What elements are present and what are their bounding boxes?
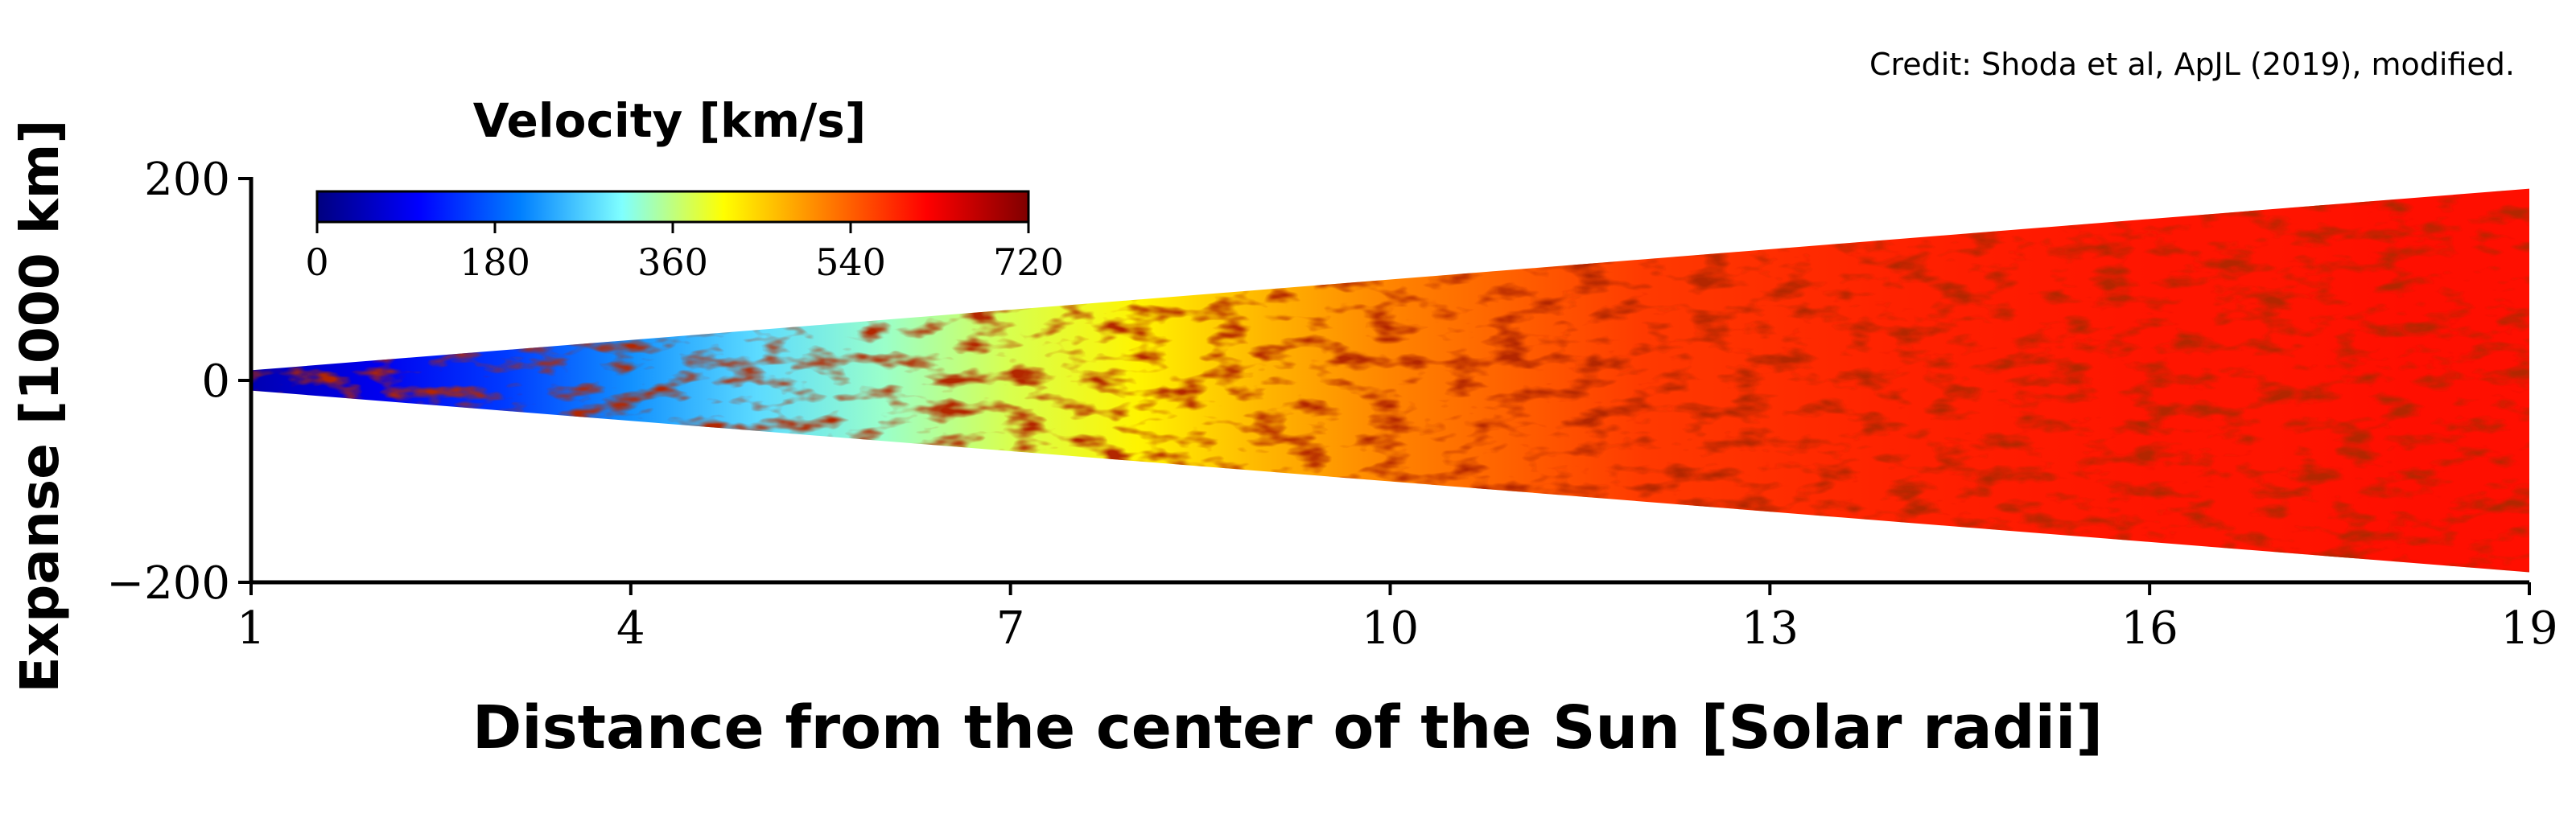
credit-text: Credit: Shoda et al, ApJL (2019), modifi… — [1869, 47, 2515, 82]
x-tick-label: 16 — [2121, 602, 2178, 655]
colorbar-tick-label: 180 — [460, 240, 530, 284]
colorbar-gradient — [315, 190, 1030, 224]
colorbar-tick-label: 360 — [637, 240, 708, 284]
y-tick-label: −200 — [106, 557, 230, 610]
colorbar-label: Velocity [km/s] — [473, 93, 867, 148]
heatmap-turbulence — [251, 188, 2529, 573]
x-axis-label: Distance from the center of the Sun [Sol… — [472, 693, 2103, 762]
colorbar-tick-label: 720 — [993, 240, 1064, 284]
colorbar-tick-label: 540 — [815, 240, 886, 284]
velocity-heatmap — [251, 188, 2529, 573]
x-tick-label: 4 — [616, 602, 645, 655]
x-tick-label: 19 — [2500, 602, 2557, 655]
x-tick-label: 1 — [237, 602, 266, 655]
x-tick-label: 13 — [1741, 602, 1799, 655]
y-tick-label: 200 — [144, 154, 230, 206]
colorbar-tick-label: 0 — [305, 240, 328, 284]
colorbar-ticks: 0 180 360 540 720 — [305, 222, 1064, 284]
y-axis-label: Expanse [1000 km] — [9, 119, 71, 692]
x-tick-label: 7 — [996, 602, 1025, 655]
x-tick-label: 10 — [1362, 602, 1419, 655]
colorbar: Velocity [km/s] 0 180 360 540 720 — [305, 93, 1064, 284]
y-tick-label: 0 — [201, 355, 230, 408]
axes: 1 4 7 10 13 16 19 200 0 −200 — [106, 154, 2557, 655]
